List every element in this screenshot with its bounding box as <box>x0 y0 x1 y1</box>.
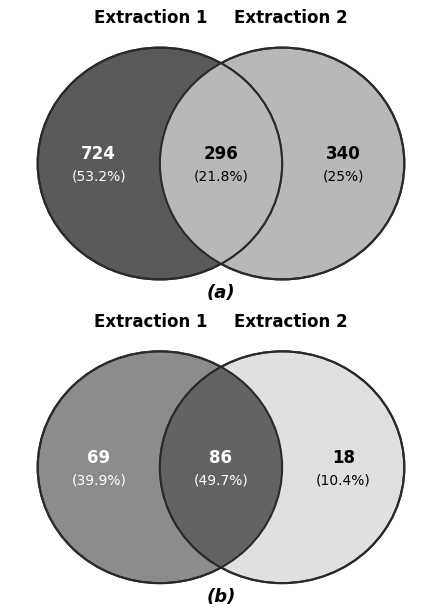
Text: 86: 86 <box>210 449 232 467</box>
Text: 296: 296 <box>204 145 238 163</box>
Ellipse shape <box>38 351 282 583</box>
Ellipse shape <box>38 351 282 583</box>
Text: (10.4%): (10.4%) <box>316 473 370 487</box>
Text: (53.2%): (53.2%) <box>72 170 126 184</box>
Ellipse shape <box>38 48 282 280</box>
Text: (49.7%): (49.7%) <box>194 473 248 487</box>
Text: 724: 724 <box>81 145 116 163</box>
Ellipse shape <box>160 48 404 280</box>
Text: 18: 18 <box>332 449 354 467</box>
Ellipse shape <box>160 351 404 583</box>
Text: (25%): (25%) <box>323 170 364 184</box>
Text: 69: 69 <box>87 449 110 467</box>
Text: Extraction 2: Extraction 2 <box>234 9 348 27</box>
Ellipse shape <box>160 48 404 280</box>
Text: (a): (a) <box>207 284 235 302</box>
Text: Extraction 1: Extraction 1 <box>95 9 208 27</box>
Text: Extraction 2: Extraction 2 <box>234 313 348 330</box>
Text: Extraction 1: Extraction 1 <box>95 313 208 330</box>
Text: (39.9%): (39.9%) <box>71 473 126 487</box>
Text: (b): (b) <box>206 588 236 606</box>
Text: 340: 340 <box>326 145 361 163</box>
Text: (21.8%): (21.8%) <box>194 170 248 184</box>
